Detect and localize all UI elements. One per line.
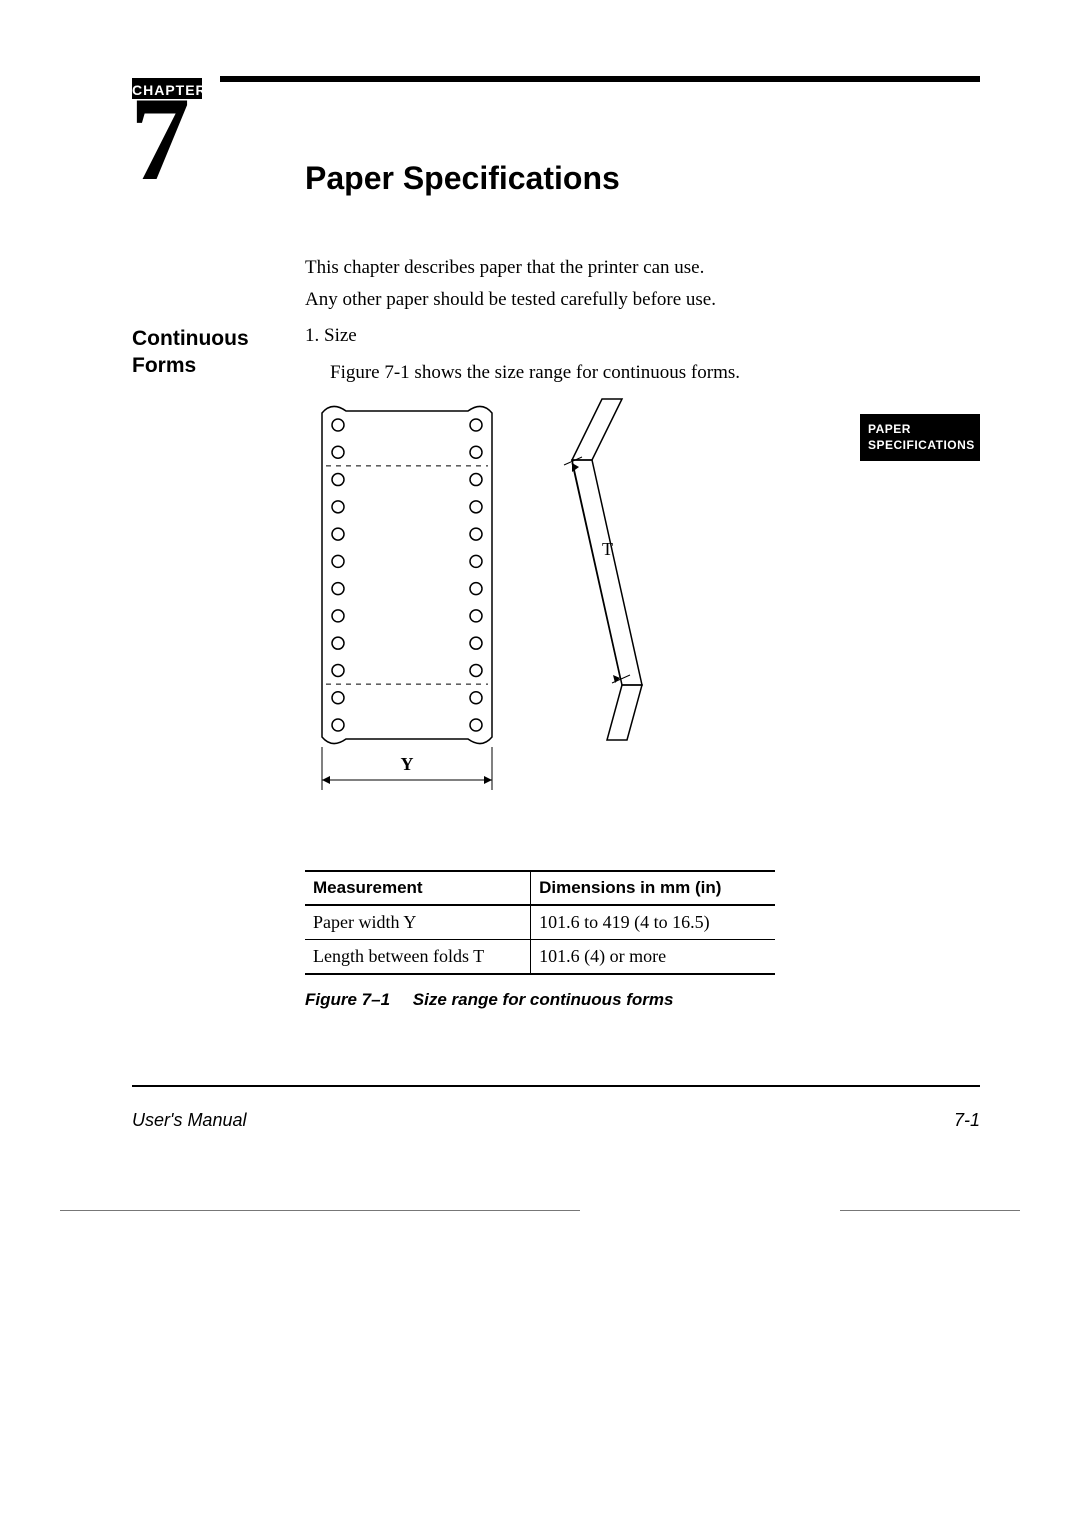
chapter-number: 7 <box>130 88 190 190</box>
top-rule <box>220 76 980 82</box>
intro-line: Any other paper should be tested careful… <box>305 284 880 316</box>
footer-left: User's Manual <box>132 1110 246 1131</box>
svg-text:Y: Y <box>401 754 414 774</box>
scan-artifact <box>840 1210 1020 1211</box>
table-row: Paper width Y101.6 to 419 (4 to 16.5) <box>305 905 775 940</box>
figure-continuous-form: YT <box>312 395 742 825</box>
intro-line: This chapter describes paper that the pr… <box>305 252 880 284</box>
scan-artifact <box>60 1210 580 1211</box>
list-item-text: Figure 7-1 shows the size range for cont… <box>330 362 740 384</box>
table-header: Dimensions in mm (in) <box>531 871 775 905</box>
caption-label: Figure 7–1 <box>305 990 390 1009</box>
spec-table: Measurement Dimensions in mm (in) Paper … <box>305 870 775 975</box>
side-tab-line: SPECIFICATIONS <box>868 438 972 454</box>
figure-caption: Figure 7–1 Size range for continuous for… <box>305 990 673 1010</box>
side-tab: PAPER SPECIFICATIONS <box>860 414 980 461</box>
svg-text:T: T <box>602 539 613 559</box>
page-title: Paper Specifications <box>305 160 620 197</box>
list-item-number: 1. Size <box>305 325 357 347</box>
table-cell: 101.6 to 419 (4 to 16.5) <box>531 905 775 940</box>
section-heading: Continuous Forms <box>132 325 282 380</box>
intro-text: This chapter describes paper that the pr… <box>305 252 880 317</box>
table-cell: Paper width Y <box>305 905 531 940</box>
footer-right: 7-1 <box>954 1110 980 1131</box>
table-cell: Length between folds T <box>305 940 531 975</box>
table-row: Length between folds T101.6 (4) or more <box>305 940 775 975</box>
caption-text: Size range for continuous forms <box>413 990 674 1009</box>
side-tab-line: PAPER <box>868 422 972 438</box>
spec-table-wrap: Measurement Dimensions in mm (in) Paper … <box>305 870 775 975</box>
table-header: Measurement <box>305 871 531 905</box>
table-cell: 101.6 (4) or more <box>531 940 775 975</box>
footer-rule <box>132 1085 980 1087</box>
